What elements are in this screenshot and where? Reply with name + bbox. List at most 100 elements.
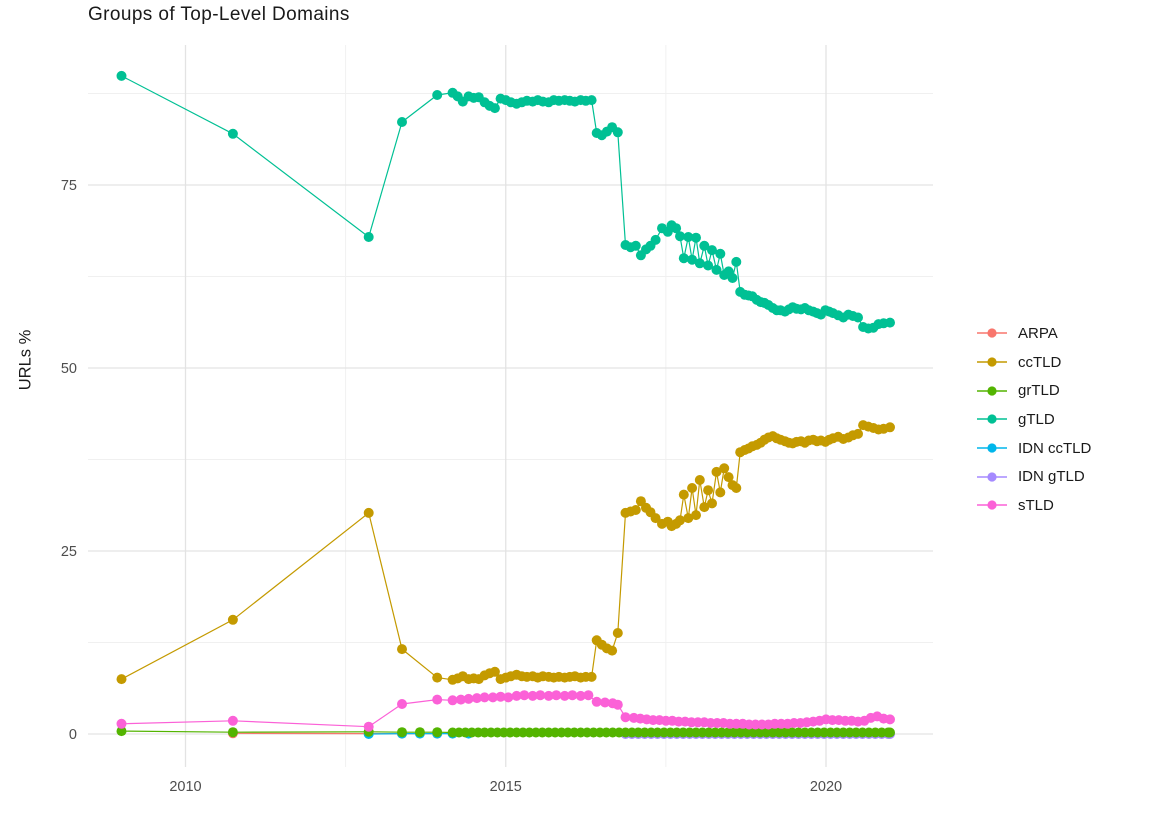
y-tick-label: 50 <box>61 361 77 377</box>
legend-key-icon <box>977 443 1007 453</box>
legend: ARPA ccTLD grTLD gTLD IDN ccTLD IDN gTLD sTLD <box>975 319 1091 520</box>
data-point-cctld <box>675 515 685 526</box>
y-tick-label: 25 <box>61 544 77 560</box>
legend-key-icon <box>977 500 1007 511</box>
data-point-gtld <box>675 231 685 242</box>
data-point-cctld <box>678 489 689 500</box>
data-point-stld <box>535 690 546 701</box>
data-point-gtld <box>650 234 661 245</box>
data-point-stld <box>591 696 602 707</box>
data-point-cctld <box>703 485 714 496</box>
data-point-cctld <box>650 513 661 524</box>
data-point-stld <box>455 694 466 705</box>
y-tick-label: 0 <box>69 727 77 743</box>
data-point-gtld <box>731 256 742 267</box>
legend-key-icon <box>977 414 1007 425</box>
data-point-stld <box>495 691 506 702</box>
legend-key-icon <box>977 357 1007 367</box>
data-point-cctld <box>731 483 742 493</box>
data-point-cctld <box>885 422 895 433</box>
data-point-stld <box>487 692 498 703</box>
data-point-cctld <box>397 644 407 655</box>
data-point-gtld <box>683 232 694 242</box>
data-point-stld <box>567 690 578 701</box>
legend-item-gtld: gTLD <box>975 405 1091 434</box>
legend-key-dot <box>987 386 997 396</box>
data-point-gtld <box>727 273 738 283</box>
data-point-gtld <box>699 240 710 251</box>
data-point-gtld <box>432 90 443 100</box>
data-point-gtld <box>227 128 238 139</box>
legend-key-dot <box>987 500 997 511</box>
data-point-stld <box>363 721 374 732</box>
data-point-grtld <box>227 727 238 738</box>
data-point-stld <box>527 690 538 701</box>
data-point-cctld <box>586 671 597 682</box>
data-point-gtld <box>707 245 717 256</box>
data-point-stld <box>543 690 554 701</box>
data-point-cctld <box>227 614 238 625</box>
chart-title: Groups of Top-Level Domains <box>88 4 350 25</box>
data-point-stld <box>227 715 238 726</box>
legend-key-icon <box>977 472 1007 482</box>
data-point-stld <box>620 712 631 723</box>
series-grtld <box>116 726 895 738</box>
legend-label: sTLD <box>1018 496 1054 514</box>
series-stld <box>116 690 895 732</box>
data-point-gtld <box>703 260 714 271</box>
data-point-stld <box>397 699 407 709</box>
data-point-stld <box>116 718 127 729</box>
data-point-gtld <box>715 248 726 259</box>
data-point-cctld <box>612 628 623 638</box>
y-axis-title: URLs % <box>16 329 35 391</box>
data-point-cctld <box>116 674 127 685</box>
legend-item-arpa: ARPA <box>975 319 1091 348</box>
legend-key-dot <box>987 472 997 482</box>
data-point-stld <box>559 690 570 701</box>
data-point-cctld <box>683 513 694 524</box>
data-point-cctld <box>719 463 730 474</box>
data-point-gtld <box>694 258 705 269</box>
x-tick-label: 2015 <box>490 779 522 795</box>
legend-label: ccTLD <box>1018 353 1062 371</box>
data-point-stld <box>463 693 474 704</box>
data-point-cctld <box>363 507 374 518</box>
data-point-gtld <box>489 103 500 114</box>
legend-item-idn-gtld: IDN gTLD <box>975 462 1091 491</box>
data-point-grtld <box>116 726 127 737</box>
data-point-gtld <box>711 264 722 275</box>
data-point-gtld <box>671 223 682 234</box>
data-point-gtld <box>630 240 641 251</box>
data-point-stld <box>612 699 623 710</box>
data-point-grtld <box>885 727 895 738</box>
data-point-cctld <box>723 472 734 483</box>
data-point-cctld <box>630 505 641 515</box>
data-point-gtld <box>885 317 895 328</box>
data-point-stld <box>575 690 586 701</box>
data-point-stld <box>511 690 522 701</box>
data-point-gtld <box>397 117 407 127</box>
data-point-grtld <box>414 727 425 738</box>
data-point-cctld <box>707 498 717 509</box>
x-tick-label: 2020 <box>810 779 842 795</box>
data-point-cctld <box>853 428 863 439</box>
data-point-gtld <box>678 253 689 264</box>
data-point-gtld <box>612 127 623 138</box>
legend-label: grTLD <box>1018 382 1060 400</box>
data-point-stld <box>583 690 594 701</box>
data-point-stld <box>503 692 514 703</box>
data-point-gtld <box>687 254 698 265</box>
legend-label: IDN gTLD <box>1018 468 1085 486</box>
legend-key-dot <box>987 357 997 367</box>
data-point-gtld <box>586 95 597 106</box>
data-point-stld <box>551 690 562 701</box>
y-tick-label: 75 <box>61 178 77 194</box>
data-point-stld <box>479 692 490 703</box>
series-cctld <box>116 420 895 685</box>
data-point-stld <box>432 694 443 705</box>
series-gtld <box>116 70 895 334</box>
legend-label: IDN ccTLD <box>1018 439 1092 457</box>
data-point-cctld <box>432 672 443 683</box>
